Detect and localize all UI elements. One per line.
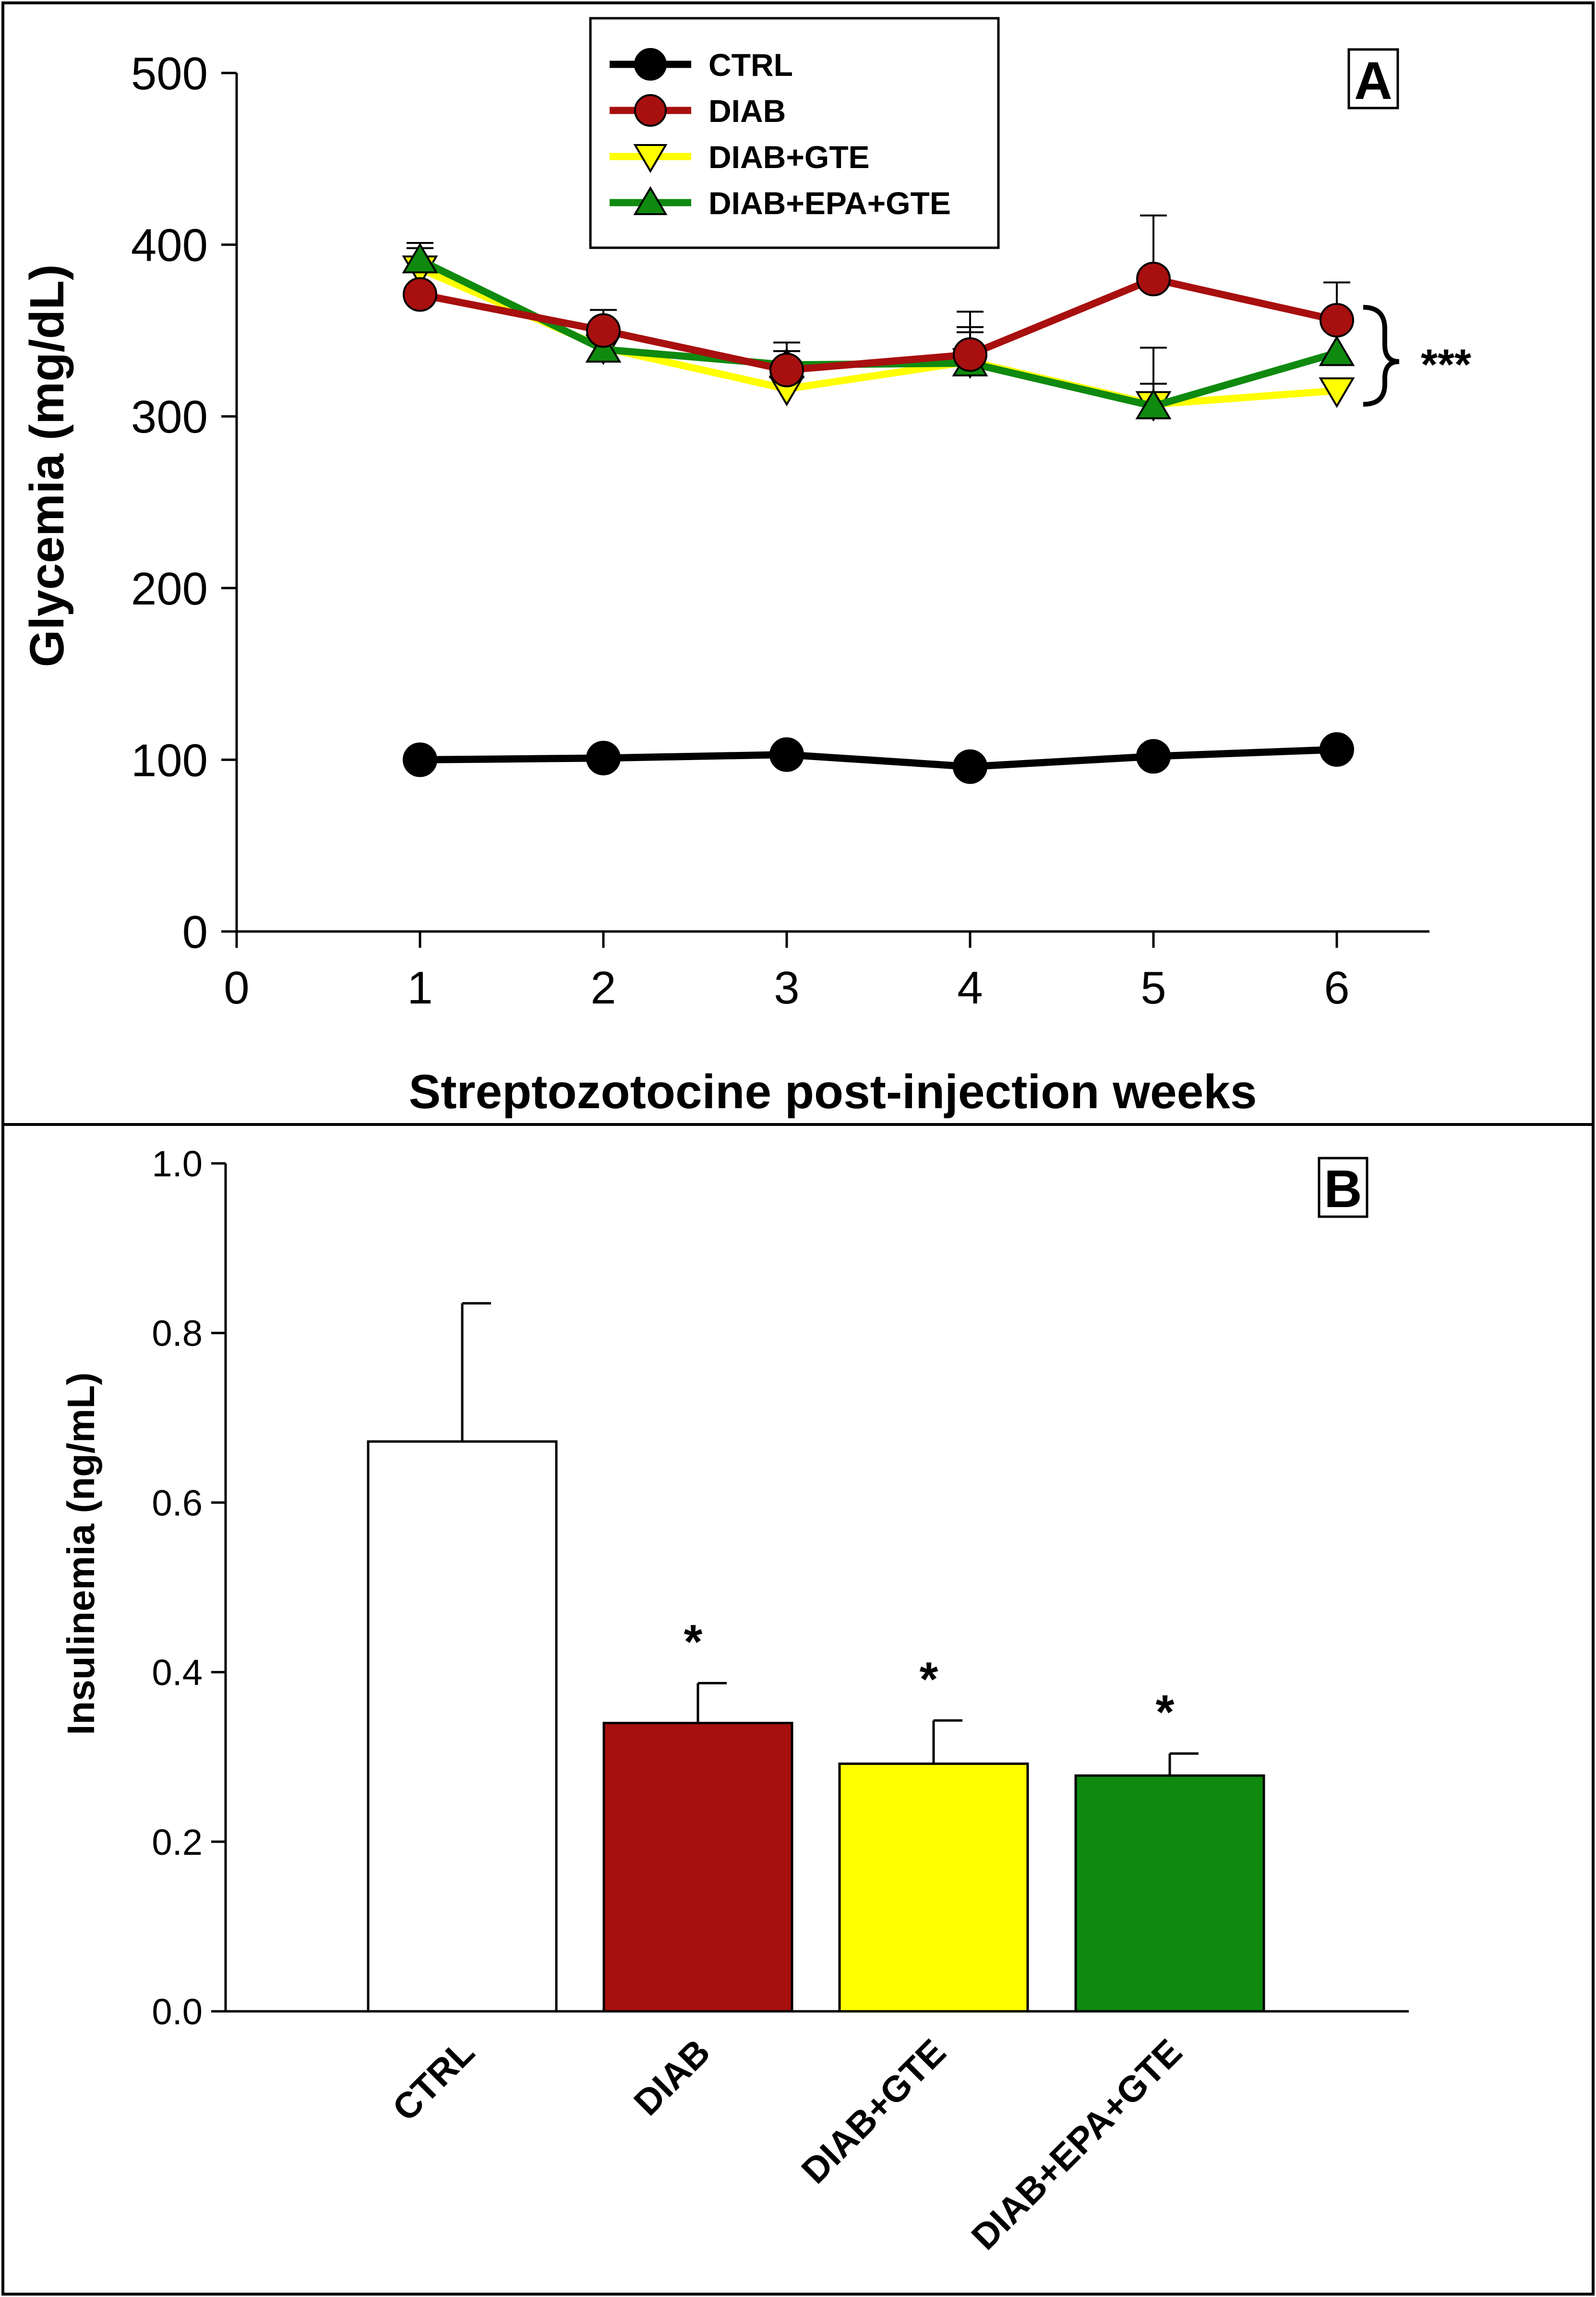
series-diab (403, 214, 1354, 387)
legend-label: CTRL (708, 47, 793, 83)
series-line (418, 257, 1338, 410)
category-label: CTRL (385, 2031, 482, 2129)
panel-a-y-tick-label: 200 (131, 563, 208, 615)
panel-a-x-axis-label: Streptozotocine post-injection weeks (409, 1065, 1257, 1119)
series-line (420, 746, 1337, 771)
panel-a-label-box (1347, 48, 1399, 109)
panel-b-y-tick-label: 1.0 (152, 1144, 203, 1185)
panel-a-glycemia-chart: 0 100 200 300 400 500 0 1 2 3 4 5 6 Streptozotocine … (20, 17, 1471, 1119)
panel-b-ticks: 0.0 0.2 0.4 0.6 0.8 1.0 (152, 1144, 226, 2032)
significance-label: *** (1421, 341, 1471, 389)
panel-a-series (402, 214, 1355, 784)
panel-a-x-tick-label: 1 (407, 962, 432, 1014)
data-point (1319, 335, 1355, 366)
series-ctrl (403, 732, 1354, 784)
category-label: DIAB+GTE (794, 2031, 954, 2191)
series-line (419, 275, 1338, 374)
bar-diab (602, 1722, 793, 2013)
panel-a-y-tick-label: 400 (131, 220, 208, 271)
panel-a-y-tick-label: 500 (131, 48, 208, 99)
panel-b-label: B (1324, 1160, 1362, 1219)
category-label: DIAB+EPA+GTE (964, 2031, 1190, 2258)
panel-b-y-tick-label: 0.8 (152, 1313, 203, 1354)
data-point (403, 742, 437, 777)
panel-a-y-tick-label: 100 (131, 735, 208, 786)
data-point (953, 337, 987, 372)
legend-marker (634, 48, 667, 81)
panel-b-y-tick-label: 0.0 (152, 1992, 203, 2032)
data-point (1136, 262, 1171, 297)
panel-b-y-axis-label: Insulinemia (ng/mL) (60, 1372, 102, 1735)
significance-brace (1363, 305, 1400, 407)
data-point (1135, 388, 1172, 420)
significance-star: * (1156, 1685, 1175, 1739)
panel-a-y-tick-label: 300 (131, 391, 208, 443)
data-point (769, 352, 804, 387)
legend-marker (633, 144, 668, 173)
legend-label: DIAB (708, 93, 786, 129)
panel-a-y-axis-label: Glycemia (mg/dL) (20, 264, 74, 667)
series-diab-gte (402, 247, 1355, 422)
data-point (586, 313, 621, 348)
panel-a-x-tick-label: 5 (1140, 962, 1166, 1014)
panel-a-x-tick-label: 4 (957, 962, 983, 1014)
panel-a-x-tick-label: 2 (590, 962, 616, 1014)
bar-ctrl (367, 1440, 558, 2013)
data-point (1320, 302, 1354, 338)
legend-marker (633, 186, 668, 215)
panel-a-label: A (1354, 51, 1392, 110)
panel-a-x-tick-label: 0 (224, 962, 249, 1014)
panel-b-y-tick-label: 0.4 (152, 1653, 203, 1693)
data-point (586, 740, 621, 775)
legend-label: DIAB+GTE (708, 139, 870, 175)
legend-marker (634, 94, 667, 127)
panel-a-y-tick-label: 0 (182, 907, 208, 958)
data-point (1320, 732, 1354, 767)
panel-a-legend: CTRL DIAB DIAB+GTE DIAB+EPA+GTE (589, 17, 1000, 249)
panel-a-x-tick-label: 6 (1324, 962, 1349, 1014)
data-point (953, 749, 987, 784)
data-point (403, 277, 437, 312)
significance-star: * (920, 1652, 938, 1706)
panel-a-x-tick-label: 3 (774, 962, 799, 1014)
legend-label: DIAB+EPA+GTE (708, 185, 951, 221)
panel-b-insulinemia-chart: 0.0 0.2 0.4 0.6 0.8 1.0 CTRL * DIAB * DIAB+GTE * DI… (60, 1144, 1409, 2258)
significance-star: * (684, 1615, 703, 1669)
panel-b-y-tick-label: 0.2 (152, 1822, 203, 1863)
data-point (769, 737, 804, 772)
category-label: DIAB (626, 2031, 718, 2123)
data-point (1319, 377, 1355, 408)
bar-diab-gte (838, 1762, 1029, 2013)
panel-a-axes (235, 73, 1429, 933)
panel-b-label-box (1318, 1157, 1368, 1218)
data-point (402, 242, 438, 274)
bar-diab-epa-gte (1074, 1774, 1265, 2013)
panel-b-y-tick-label: 0.6 (152, 1483, 203, 1523)
series-diab-epa-gte (402, 242, 1355, 420)
panel-a-ticks: 0 100 200 300 400 500 0 1 2 3 4 5 6 (131, 48, 1350, 1014)
data-point (1136, 739, 1171, 774)
panel-b-bars: CTRL * DIAB * DIAB+GTE * DIAB+EPA+GTE (367, 1302, 1265, 2258)
